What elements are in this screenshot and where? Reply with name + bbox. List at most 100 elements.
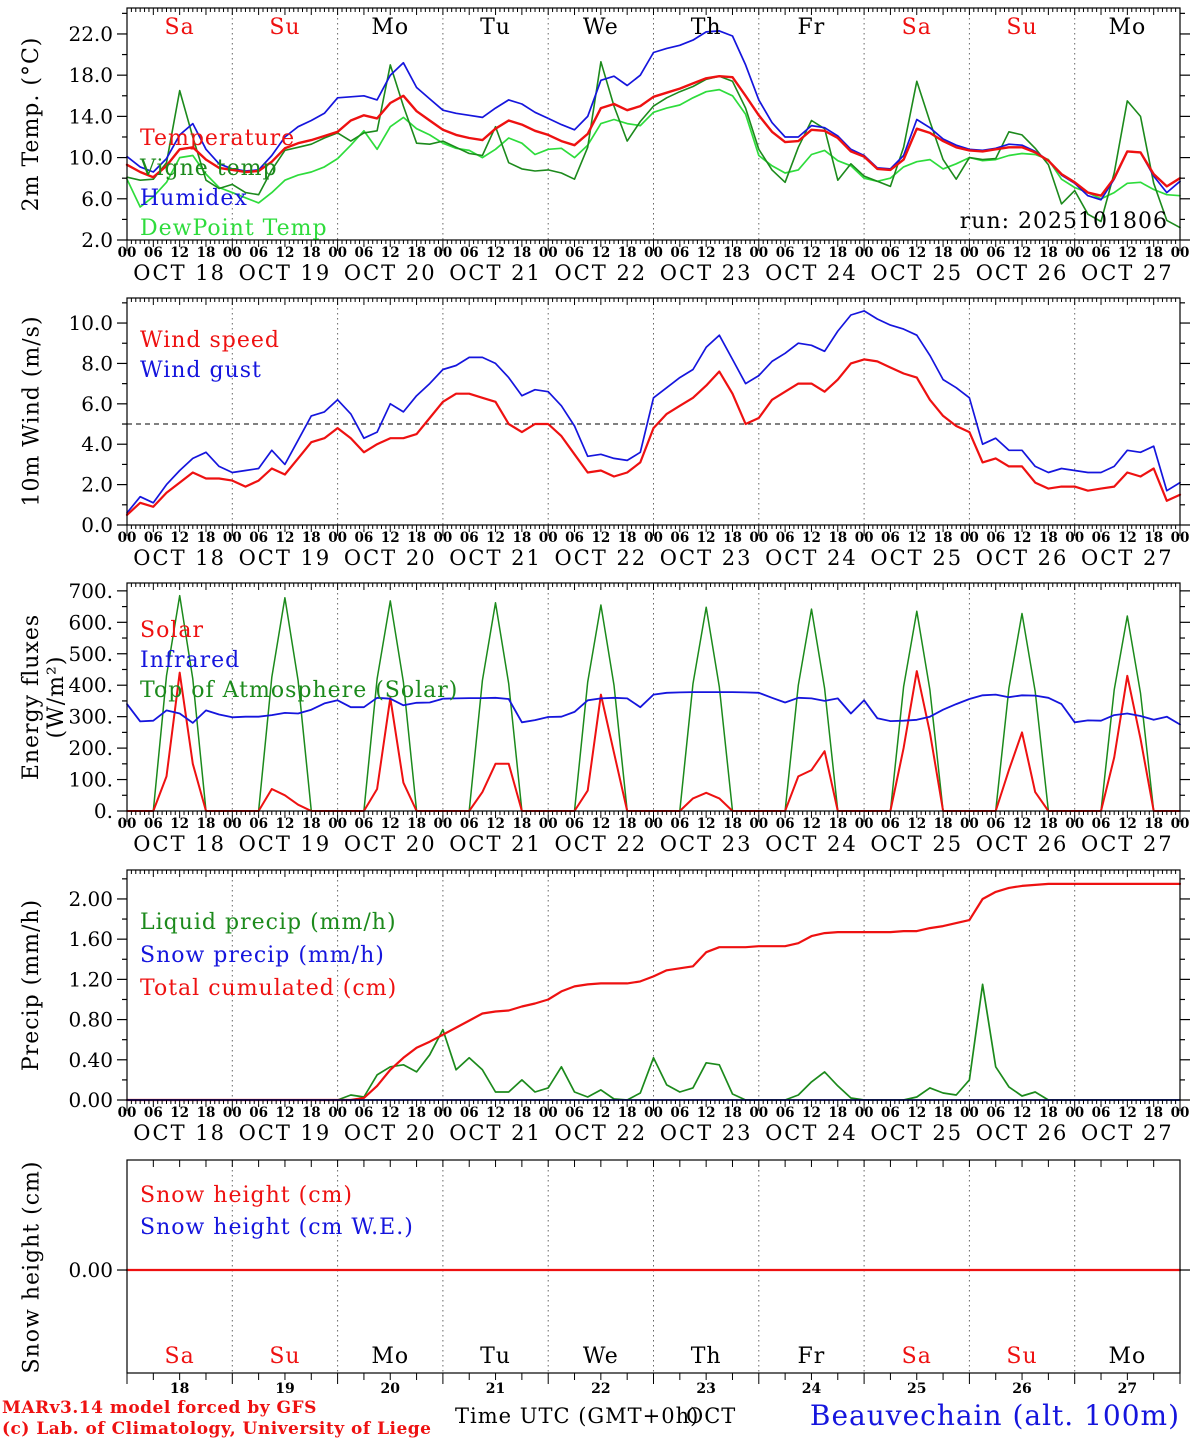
x-day-label: OCT 22 [554,1121,647,1145]
x-hour-label: 18 [828,816,847,832]
y-axis-label-temperature: 2m Temp. (°C) [19,36,44,212]
x-hour-label: 12 [1013,245,1032,261]
y-tick-label: 14.0 [68,104,113,128]
x-day-label: OCT 22 [554,832,647,856]
x-hour-label: 18 [618,1105,637,1121]
x-hour-label: 06 [249,816,268,832]
day-number-label: 20 [381,1381,401,1397]
x-hour-label: 18 [1039,245,1058,261]
x-hour-label: 12 [591,530,610,546]
x-hour-label: 12 [170,245,189,261]
day-name-label: Su [1006,1344,1037,1369]
x-hour-label: 00 [1065,1105,1084,1121]
day-name-label: Tu [480,15,511,40]
x-hour-label: 18 [512,245,531,261]
x-day-label: OCT 26 [976,1121,1069,1145]
x-hour-label: 18 [197,1105,216,1121]
x-hour-label: 06 [881,530,900,546]
x-day-label: OCT 23 [660,1121,753,1145]
x-hour-label: 18 [407,816,426,832]
x-hour-label: 00 [118,530,137,546]
y-tick-label: 100. [68,768,113,792]
x-day-label: OCT 24 [765,261,858,285]
x-hour-label: 00 [1065,245,1084,261]
x-hour-label: 06 [144,245,163,261]
x-day-label: OCT 21 [449,832,542,856]
x-hour-label: 00 [960,530,979,546]
y-tick-label: 1.20 [68,967,113,991]
x-hour-label: 18 [197,245,216,261]
x-hour-label: 00 [1171,245,1190,261]
x-hour-label: 12 [1013,530,1032,546]
day-name-label: Th [691,1344,722,1369]
x-hour-label: 12 [381,816,400,832]
series-line [126,691,1181,726]
x-hour-label: 00 [855,816,874,832]
x-hour-label: 00 [434,1105,453,1121]
x-day-label: OCT 25 [870,832,963,856]
y-tick-label: 0.80 [68,1008,113,1032]
x-hour-label: 18 [1144,530,1163,546]
x-hour-label: 00 [328,245,347,261]
x-hour-label: 00 [960,1105,979,1121]
y-tick-label: 8.0 [81,351,113,375]
x-day-label: OCT 25 [870,546,963,570]
day-number-label: 24 [802,1381,822,1397]
x-hour-label: 12 [1118,1105,1137,1121]
x-hour-label: 18 [1039,530,1058,546]
y-tick-label: 0.00 [68,1088,113,1112]
series-line [126,310,1181,514]
y-tick-label: 200. [68,736,113,760]
day-name-label: Mo [371,15,409,40]
day-name-label: Mo [1108,15,1146,40]
x-hour-label: 18 [723,816,742,832]
x-hour-label: 06 [776,1105,795,1121]
x-hour-label: 06 [776,245,795,261]
x-hour-label: 12 [591,245,610,261]
day-name-label: Sa [902,15,932,40]
x-hour-label: 18 [934,1105,953,1121]
x-hour-label: 06 [776,816,795,832]
x-hour-label: 00 [749,530,768,546]
x-hour-label: 12 [381,245,400,261]
x-hour-label: 06 [1092,1105,1111,1121]
x-hour-label: 00 [749,245,768,261]
day-name-label: Mo [1108,1344,1146,1369]
legend-total-cumulated: Total cumulated (cm) [140,976,398,1001]
x-hour-label: 00 [960,245,979,261]
x-day-label: OCT 25 [870,1121,963,1145]
x-hour-label: 18 [1039,1105,1058,1121]
lab-credit: (c) Lab. of Climatology, University of L… [2,1419,432,1439]
x-day-label: OCT 27 [1081,832,1174,856]
day-number-label: 22 [591,1381,610,1397]
x-hour-label: 06 [144,816,163,832]
x-hour-label: 12 [1013,816,1032,832]
legend-wind-speed: Wind speed [140,328,281,353]
x-hour-label: 00 [1171,530,1190,546]
y-tick-label: 22.0 [68,22,113,46]
x-hour-label: 18 [828,1105,847,1121]
x-day-label: OCT 23 [660,832,753,856]
x-hour-label: 00 [960,816,979,832]
y-tick-label: 2.0 [81,473,113,497]
x-day-label: OCT 27 [1081,1121,1174,1145]
x-hour-label: 12 [486,245,505,261]
y-tick-label: 0. [94,799,113,823]
x-day-label: OCT 26 [976,546,1069,570]
day-name-label: Tu [480,1344,511,1369]
x-day-label: OCT 20 [344,546,437,570]
y-tick-label: 0.0 [81,513,113,537]
x-hour-label: 12 [802,245,821,261]
x-day-label: OCT 23 [660,261,753,285]
x-axis-title: Time UTC (GMT+0h) [455,1404,700,1428]
x-hour-label: 00 [644,245,663,261]
y-axis-label-snow-height: Snow height (cm) [19,1160,45,1374]
x-hour-label: 18 [302,530,321,546]
x-hour-label: 00 [855,245,874,261]
x-hour-label: 00 [644,530,663,546]
day-name-label: Fr [798,15,826,40]
x-hour-label: 00 [539,816,558,832]
x-hour-label: 18 [1144,245,1163,261]
legend-dewpoint-temp: DewPoint Temp [140,216,328,241]
day-name-label: We [583,1344,619,1369]
